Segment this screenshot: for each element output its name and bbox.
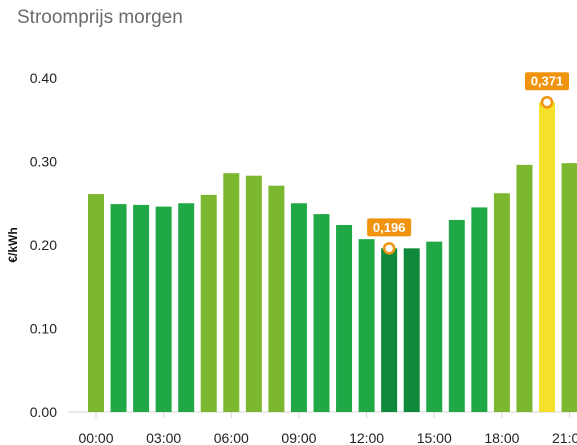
bar [539, 102, 555, 412]
data-label-box [367, 218, 412, 237]
y-tick-label: 0.30 [30, 154, 57, 170]
y-tick-label: 0.10 [30, 321, 57, 337]
x-tick-label: 12:00 [349, 430, 384, 445]
x-tick-label: 06:00 [214, 430, 249, 445]
bar [516, 164, 533, 412]
y-tick-label: 0.20 [30, 237, 57, 253]
x-tick-label: 09:00 [281, 430, 316, 445]
bar [381, 248, 398, 412]
data-label: 0,196 [373, 220, 406, 235]
y-tick-label: 0.00 [30, 404, 57, 420]
y-tick-label: 0.40 [30, 70, 57, 86]
bar [223, 173, 240, 412]
x-tick-label: 21:00 [552, 430, 577, 445]
bar [200, 194, 217, 412]
bar [268, 185, 285, 412]
x-tick-label: 18:00 [484, 430, 519, 445]
y-axis-label: €/kWh [6, 227, 20, 262]
bar [561, 163, 577, 412]
x-tick-label: 15:00 [417, 430, 452, 445]
x-tick-label: 00:00 [78, 430, 113, 445]
bar [493, 193, 510, 412]
bar [178, 203, 195, 412]
data-point-marker [382, 242, 396, 255]
bar [110, 204, 127, 412]
bar [448, 219, 465, 412]
data-label-box [525, 72, 569, 91]
bar [471, 207, 488, 412]
bar [290, 203, 307, 412]
bar [88, 194, 104, 412]
bar [155, 206, 172, 412]
bar [336, 224, 353, 412]
data-point-marker [540, 95, 554, 109]
bar [133, 204, 150, 412]
bar [358, 239, 375, 412]
bar [426, 241, 443, 412]
bar [313, 214, 330, 412]
bar [403, 248, 420, 412]
data-label: 0,371 [531, 74, 564, 89]
x-tick-label: 03:00 [146, 430, 181, 445]
chart-title: Stroomprijs morgen [17, 7, 183, 28]
bar [245, 175, 262, 412]
